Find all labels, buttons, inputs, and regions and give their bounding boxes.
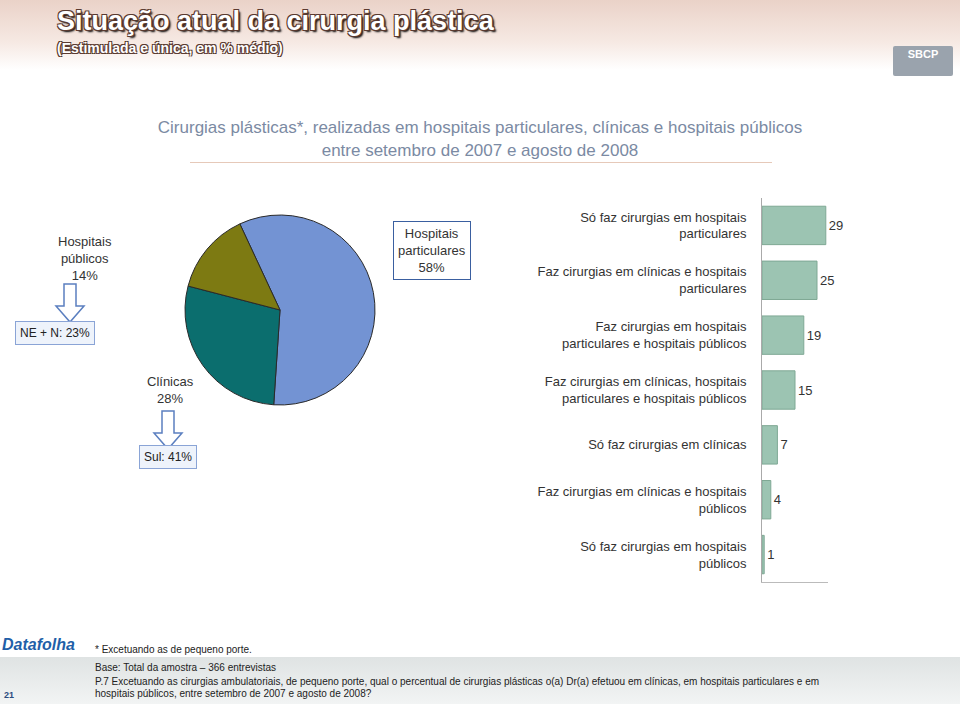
svg-text:25: 25	[820, 273, 834, 288]
svg-text:Faz cirurgias em clínicas e ho: Faz cirurgias em clínicas e hospitaispúb…	[538, 484, 747, 516]
svg-text:Hospitaisparticulares58%: Hospitaisparticulares58%	[398, 226, 466, 275]
html-text:Cirurgias plásticas*, realizad: Cirurgias plásticas*, realizadas em hosp…	[157, 118, 803, 160]
svg-text:19: 19	[807, 328, 821, 343]
svg-text:Faz cirurgias em hospitaispart: Faz cirurgias em hospitaisparticulares e…	[562, 319, 747, 351]
svg-text:Hospitaispúblicos14%: Hospitaispúblicos14%	[58, 234, 112, 283]
svg-text:4: 4	[774, 492, 781, 507]
svg-text:Só faz cirurgias em clínicas: Só faz cirurgias em clínicas	[588, 437, 747, 452]
svg-text:Sul: 41%: Sul: 41%	[144, 450, 192, 464]
svg-text:Faz cirurgias em clínicas e ho: Faz cirurgias em clínicas e hospitaispar…	[538, 264, 747, 296]
svg-text:15: 15	[798, 383, 812, 398]
html-text:* Excetuando as de pequeno por: * Excetuando as de pequeno porte.	[95, 644, 252, 655]
svg-text:Clínicas28%: Clínicas28%	[147, 374, 194, 406]
svg-text:Faz cirurgias em clínicas, hos: Faz cirurgias em clínicas, hospitaispart…	[545, 374, 747, 406]
html-text:Datafolha: Datafolha	[2, 636, 75, 653]
svg-text:7: 7	[780, 437, 787, 452]
html-text:(Estimulada e única, em % médi: (Estimulada e única, em % médio)	[57, 40, 283, 56]
svg-text:29: 29	[829, 218, 843, 233]
svg-text:Só faz cirurgias em hospitaisp: Só faz cirurgias em hospitaisparticulare…	[580, 210, 747, 242]
html-text:Situação atual da cirurgia plá: Situação atual da cirurgia plástica	[57, 6, 494, 36]
html-text:Base: Total da amostra – 366 e: Base: Total da amostra – 366 entrevistas	[95, 662, 276, 673]
html-text:SBCP: SBCP	[907, 48, 939, 60]
svg-text:NE + N: 23%: NE + N: 23%	[20, 326, 90, 340]
html-text:P.7 Excetuando as cirurgias am: P.7 Excetuando as cirurgias ambulatoriai…	[95, 676, 820, 699]
svg-text:Só faz cirurgias em hospitaisp: Só faz cirurgias em hospitaispúblicos	[580, 539, 747, 571]
html-text:21: 21	[4, 690, 14, 700]
svg-text:1: 1	[767, 547, 774, 562]
